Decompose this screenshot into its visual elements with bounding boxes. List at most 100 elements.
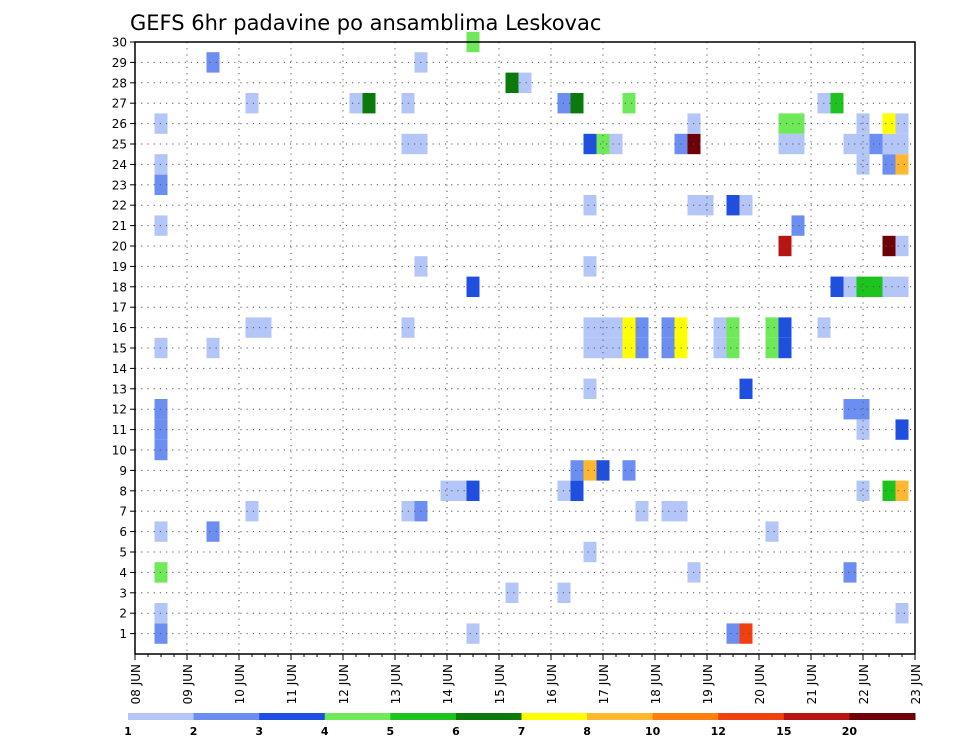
heatmap-cell-33 [466,276,480,297]
heatmap-cell-45 [583,460,597,481]
x-tick-label-8: 16 JUN [545,664,559,704]
heatmap-cell-41 [570,480,584,501]
heatmap-cell-108 [856,399,870,420]
y-tick-label-19: 19 [112,260,127,274]
heatmap-cell-91 [778,317,792,338]
legend-label-1: 2 [190,725,198,738]
heatmap-cell-30 [453,480,467,501]
cells-layer [154,31,909,644]
heatmap-cell-65 [635,317,649,338]
heatmap-cell-90 [778,337,792,359]
y-tick-label-16: 16 [112,321,127,335]
legend-swatch-5 [455,713,522,720]
heatmap-cell-18 [245,93,259,114]
x-tick-label-1: 09 JUN [181,664,195,704]
y-tick-label-25: 25 [112,138,127,152]
heatmap-cell-81 [726,337,740,359]
heatmap-cell-116 [882,276,896,297]
y-tick-label-6: 6 [119,525,127,539]
legend-label-2: 3 [255,725,263,738]
heatmap-cell-115 [882,480,896,501]
heatmap-cell-13 [206,337,220,359]
legend-label-9: 12 [711,725,726,738]
y-tick-label-5: 5 [119,546,127,560]
heatmap-cell-44 [583,541,597,563]
heatmap-cell-53 [596,337,610,359]
heatmap-cell-106 [856,480,870,501]
heatmap-cell-101 [830,93,844,114]
heatmap-cell-121 [895,603,909,624]
heatmap-cell-109 [856,276,870,297]
x-tick-label-11: 19 JUN [701,664,715,704]
legend-swatch-2 [259,713,326,720]
y-tick-label-22: 22 [112,199,127,213]
y-tick-label-1: 1 [119,627,127,641]
heatmap-cell-110 [856,154,870,175]
legend-swatch-3 [324,713,391,720]
y-tick-label-13: 13 [112,382,127,396]
x-tick-label-2: 10 JUN [233,664,247,704]
heatmap-cell-20 [362,93,376,114]
heatmap-cell-107 [856,419,870,440]
legend-swatch-6 [521,713,588,720]
heatmap-cell-82 [726,317,740,338]
heatmap-cell-43 [570,93,584,114]
heatmap-cell-83 [726,195,740,216]
heatmap-cell-119 [882,133,896,155]
x-tick-label-14: 22 JUN [857,664,871,704]
heatmap-cell-103 [843,399,857,420]
legend-swatch-0 [128,713,195,720]
heatmap-cell-86 [739,195,753,216]
heatmap-cell-56 [609,337,623,359]
y-tick-label-14: 14 [112,362,127,376]
heatmap-cell-80 [726,623,740,644]
x-tick-label-4: 12 JUN [337,664,351,704]
heatmap-cell-67 [661,337,675,359]
y-tick-label-10: 10 [112,444,127,458]
y-tick-label-29: 29 [112,56,127,70]
y-tick-label-17: 17 [112,301,127,315]
heatmap-cell-85 [739,378,753,399]
legend-swatch-7 [587,713,654,720]
heatmap-cell-127 [895,133,909,155]
heatmap-cell-49 [583,256,597,277]
heatmap-cell-48 [583,317,597,338]
y-tick-label-4: 4 [119,566,127,580]
heatmap-cell-19 [349,93,363,114]
heatmap-cell-104 [843,276,857,297]
legend-label-0: 1 [124,725,132,738]
x-axis: 08 JUN 09 JUN 10 JUN 11 JUN 12 JUN 13 JUN 14 J… [129,654,923,704]
heatmap-cell-120 [882,113,896,134]
heatmap-cell-12 [206,521,220,542]
heatmap-cell-61 [622,317,636,338]
y-tick-label-27: 27 [112,97,127,111]
legend-swatch-10 [783,713,850,720]
heatmap-cell-102 [843,562,857,583]
heatmap-cell-51 [583,133,597,155]
legend-label-11: 20 [842,725,858,738]
chart-title: GEFS 6hr padavine po ansamblima Leskovac [130,11,601,35]
heatmap-cell-17 [258,317,272,338]
heatmap-cell-96 [791,133,805,155]
y-tick-label-24: 24 [112,158,127,172]
y-tick-label-23: 23 [112,178,127,192]
x-tick-label-7: 15 JUN [493,664,507,704]
x-tick-label-3: 11 JUN [285,664,299,704]
heatmap-cell-84 [739,623,753,644]
x-tick-label-15: 23 JUN [909,664,923,704]
x-tick-label-10: 18 JUN [649,664,663,704]
y-tick-label-12: 12 [112,403,127,417]
heatmap-cell-68 [661,317,675,338]
y-tick-label-20: 20 [112,240,127,254]
y-tick-label-15: 15 [112,342,127,356]
heatmap-cell-66 [661,501,675,522]
y-tick-label-30: 30 [112,36,127,50]
heatmap-cell-123 [895,419,909,440]
heatmap-cell-114 [869,133,883,155]
heatmap-cell-97 [791,113,805,134]
heatmap-cell-100 [830,276,844,297]
y-tick-label-21: 21 [112,219,127,233]
legend-label-8: 10 [645,725,661,738]
heatmap-cell-128 [895,113,909,134]
